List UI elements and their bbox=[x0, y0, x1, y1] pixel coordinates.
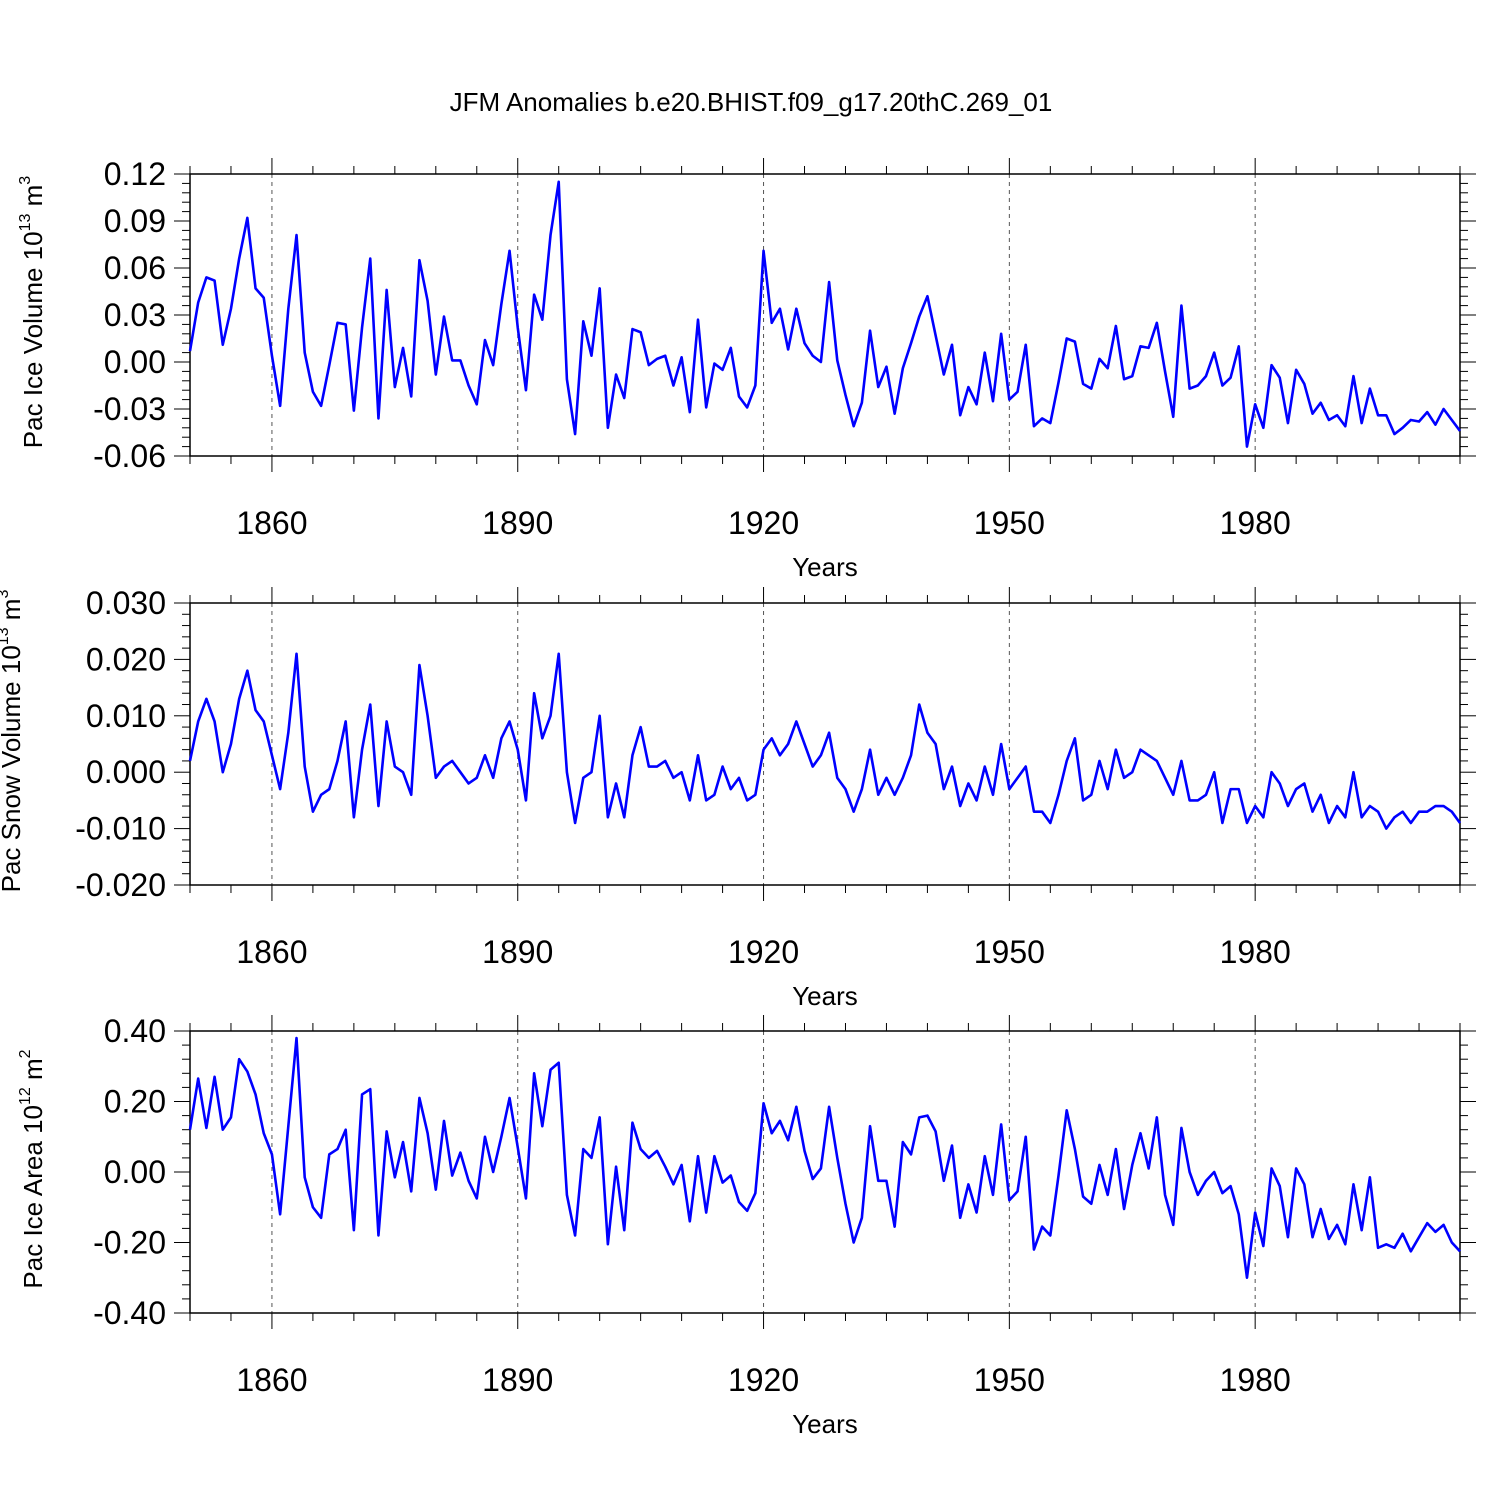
snow-volume-x-tick-label: 1950 bbox=[974, 934, 1045, 970]
ice-volume-x-tick-label: 1890 bbox=[482, 505, 553, 541]
ice-area-y-tick-label: 0.40 bbox=[104, 1013, 166, 1049]
snow-volume-series-line bbox=[188, 652, 1462, 830]
snow-volume-y-tick-label: 0.000 bbox=[86, 754, 166, 790]
ice-area-y-tick-label: 0.20 bbox=[104, 1084, 166, 1120]
ice-volume-y-tick-label: 0.09 bbox=[104, 203, 166, 239]
snow-volume-y-tick-label: -0.020 bbox=[75, 867, 166, 903]
panel-ice-volume: 0.12 0.09 0.06 0.03 0.00 -0.03 -0.06 1860 1890 19… bbox=[17, 156, 1476, 582]
ice-area-plot-frame bbox=[189, 1030, 1461, 1314]
ice-area-x-tick-label: 1920 bbox=[728, 1362, 799, 1398]
ice-area-y-axis-label: Pac Ice Area 1012 m2 bbox=[17, 1049, 48, 1288]
snow-volume-x-tick-label: 1920 bbox=[728, 934, 799, 970]
ice-volume-x-tick-label: 1920 bbox=[728, 505, 799, 541]
figure-title: JFM Anomalies b.e20.BHIST.f09_g17.20thC.… bbox=[450, 87, 1053, 117]
ice-area-x-tick-label: 1890 bbox=[482, 1362, 553, 1398]
ice-volume-x-tick-label: 1860 bbox=[236, 505, 307, 541]
ice-volume-y-tick-label: 0.03 bbox=[104, 297, 166, 333]
ice-volume-x-axis-label: Years bbox=[792, 552, 858, 582]
snow-volume-x-axis-label: Years bbox=[792, 981, 858, 1011]
ice-volume-x-tick-label: 1980 bbox=[1220, 505, 1291, 541]
ice-volume-y-axis-label: Pac Ice Volume 1013 m3 bbox=[17, 176, 48, 449]
snow-volume-y-axis-label: Pac Snow Volume 1013 m3 bbox=[0, 590, 26, 893]
ice-area-y-tick-label: 0.00 bbox=[104, 1154, 166, 1190]
snow-volume-plot-frame bbox=[189, 602, 1461, 886]
panel-snow-volume: 0.030 0.020 0.010 0.000 -0.010 -0.020 1860 1890… bbox=[0, 585, 1476, 1011]
snow-volume-y-tick-label: 0.030 bbox=[86, 585, 166, 621]
ice-area-y-tick-label: -0.20 bbox=[93, 1225, 166, 1261]
panel-ice-area: 0.40 0.20 0.00 -0.20 -0.40 1860 1890 1920 1950 19… bbox=[17, 1013, 1476, 1439]
ice-volume-y-tick-label: 0.12 bbox=[104, 156, 166, 192]
snow-volume-y-tick-label: 0.010 bbox=[86, 698, 166, 734]
ice-volume-series-line bbox=[188, 180, 1462, 448]
ice-area-x-axis-label: Years bbox=[792, 1409, 858, 1439]
snow-volume-x-tick-label: 1860 bbox=[236, 934, 307, 970]
ice-area-y-tick-label: -0.40 bbox=[93, 1295, 166, 1331]
ice-area-x-tick-label: 1980 bbox=[1220, 1362, 1291, 1398]
ice-area-series-line bbox=[188, 1036, 1461, 1280]
snow-volume-x-tick-label: 1890 bbox=[482, 934, 553, 970]
ice-area-x-tick-label: 1950 bbox=[974, 1362, 1045, 1398]
snow-volume-y-tick-label: -0.010 bbox=[75, 811, 166, 847]
snow-volume-x-tick-label: 1980 bbox=[1220, 934, 1291, 970]
ice-volume-x-tick-label: 1950 bbox=[974, 505, 1045, 541]
ice-volume-y-tick-label: 0.00 bbox=[104, 344, 166, 380]
ice-volume-y-tick-label: 0.06 bbox=[104, 250, 166, 286]
ice-volume-plot-frame bbox=[189, 173, 1461, 457]
ice-volume-y-tick-label: -0.03 bbox=[93, 391, 166, 427]
ice-volume-y-tick-label: -0.06 bbox=[93, 438, 166, 474]
ice-area-x-tick-label: 1860 bbox=[236, 1362, 307, 1398]
snow-volume-y-tick-label: 0.020 bbox=[86, 641, 166, 677]
